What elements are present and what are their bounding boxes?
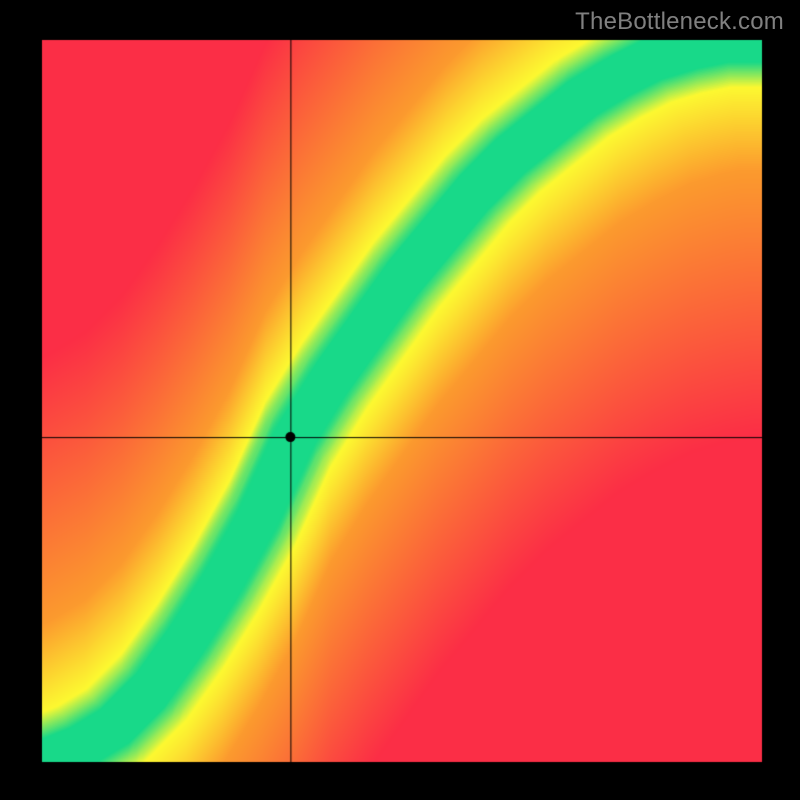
watermark-text: TheBottleneck.com bbox=[575, 8, 784, 36]
bottleneck-heatmap-canvas bbox=[0, 0, 800, 800]
chart-container: TheBottleneck.com bbox=[0, 0, 800, 800]
